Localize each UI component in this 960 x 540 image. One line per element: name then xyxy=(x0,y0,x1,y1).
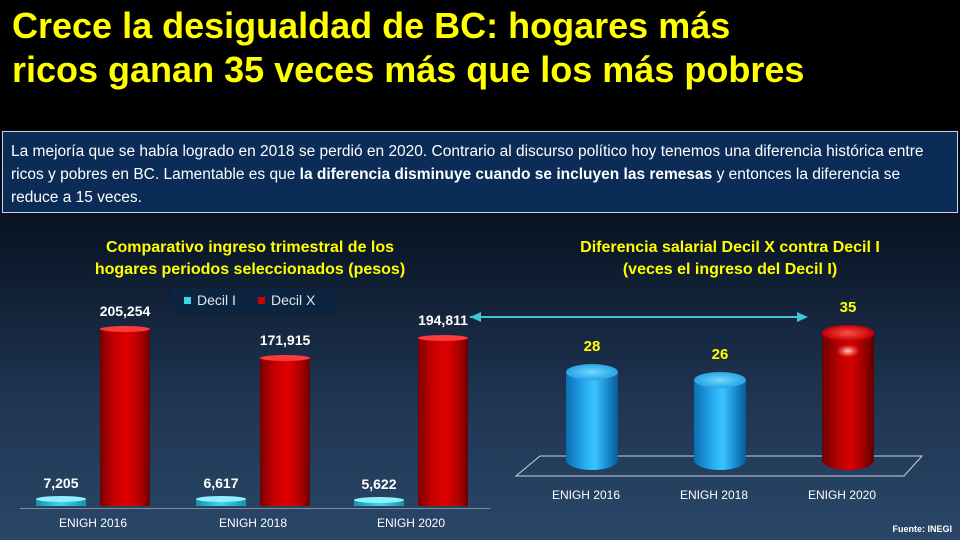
legend-label-decil-i: Decil I xyxy=(197,292,236,308)
x-tick-label: ENIGH 2018 xyxy=(218,516,288,530)
left-chart-legend: Decil I Decil X xyxy=(172,288,336,314)
bar-decil-x xyxy=(260,354,310,506)
legend-swatch-decil-x xyxy=(258,297,265,304)
data-label-ratio: 35 xyxy=(839,299,857,316)
bar-cap xyxy=(354,497,404,504)
summary-box: La mejoría que se había logrado en 2018 … xyxy=(2,131,958,213)
bar-cap xyxy=(418,335,468,341)
x-tick-label: ENIGH 2018 xyxy=(679,488,749,502)
headline: Crece la desigualdad de BC: hogares más … xyxy=(12,4,952,92)
bar-cap xyxy=(196,496,246,503)
left-chart-x-axis xyxy=(20,508,490,509)
summary-emphasis: la diferencia disminuye cuando se incluy… xyxy=(299,166,713,183)
x-tick-label: ENIGH 2020 xyxy=(807,488,877,502)
cylinder-bar xyxy=(694,371,746,470)
data-label-decil-x: 194,811 xyxy=(418,312,468,328)
x-tick-label: ENIGH 2016 xyxy=(58,516,128,530)
bar-decil-i xyxy=(36,495,86,506)
cylinder-bar xyxy=(822,325,874,470)
headline-line-1: Crece la desigualdad de BC: hogares más xyxy=(12,5,731,46)
title-bar xyxy=(0,0,960,130)
bar-cap xyxy=(260,354,310,361)
source-note: Fuente: INEGI xyxy=(892,524,952,534)
bar-cap xyxy=(100,326,150,332)
summary-text-1: La mejoría que se había logrado en 2018 … xyxy=(11,143,924,183)
cylinder-body xyxy=(694,379,746,470)
cylinder-top xyxy=(566,364,618,381)
data-label-decil-i: 5,622 xyxy=(361,476,397,493)
data-label-decil-x: 171,915 xyxy=(259,331,311,348)
x-tick-label: ENIGH 2016 xyxy=(551,488,621,502)
summary-text-2: y entonces la diferencia se reduce a 15 … xyxy=(11,166,901,206)
left-chart-title: Comparativo ingreso trimestral de los ho… xyxy=(40,237,460,281)
bar-decil-i xyxy=(354,497,404,506)
cylinder-bar xyxy=(566,364,618,470)
right-chart-floor xyxy=(514,455,924,477)
bar-decil-x xyxy=(418,335,468,506)
bar-decil-i xyxy=(196,496,246,506)
data-label-ratio: 28 xyxy=(583,338,601,356)
comparison-arrow-head-left xyxy=(470,312,481,322)
data-label-decil-i: 7,205 xyxy=(43,474,79,491)
comparison-arrow-head-right xyxy=(797,312,808,322)
cylinder-top xyxy=(822,325,874,341)
data-label-decil-x: 205,254 xyxy=(99,303,151,319)
legend-label-decil-x: Decil X xyxy=(271,292,316,308)
legend-swatch-decil-i xyxy=(184,297,191,304)
x-tick-label: ENIGH 2020 xyxy=(376,516,446,530)
cylinder-highlight xyxy=(837,345,859,357)
right-chart-title-line-2: (veces el ingreso del Decil I) xyxy=(622,261,838,278)
left-chart-title-line-1: Comparativo ingreso trimestral de los xyxy=(105,239,395,256)
data-label-decil-i: 6,617 xyxy=(203,475,239,492)
bar-decil-x xyxy=(100,326,150,506)
data-label-ratio: 26 xyxy=(711,345,729,363)
headline-line-2: ricos ganan 35 veces más que los más pob… xyxy=(12,49,805,90)
right-chart-title-line-1: Diferencia salarial Decil X contra Decil… xyxy=(580,239,880,256)
left-chart-title-line-2: hogares periodos seleccionados (pesos) xyxy=(94,261,406,278)
cylinder-body xyxy=(566,372,618,470)
right-chart-title: Diferencia salarial Decil X contra Decil… xyxy=(510,237,950,281)
cylinder-top xyxy=(694,371,746,388)
bar-cap xyxy=(36,495,86,502)
